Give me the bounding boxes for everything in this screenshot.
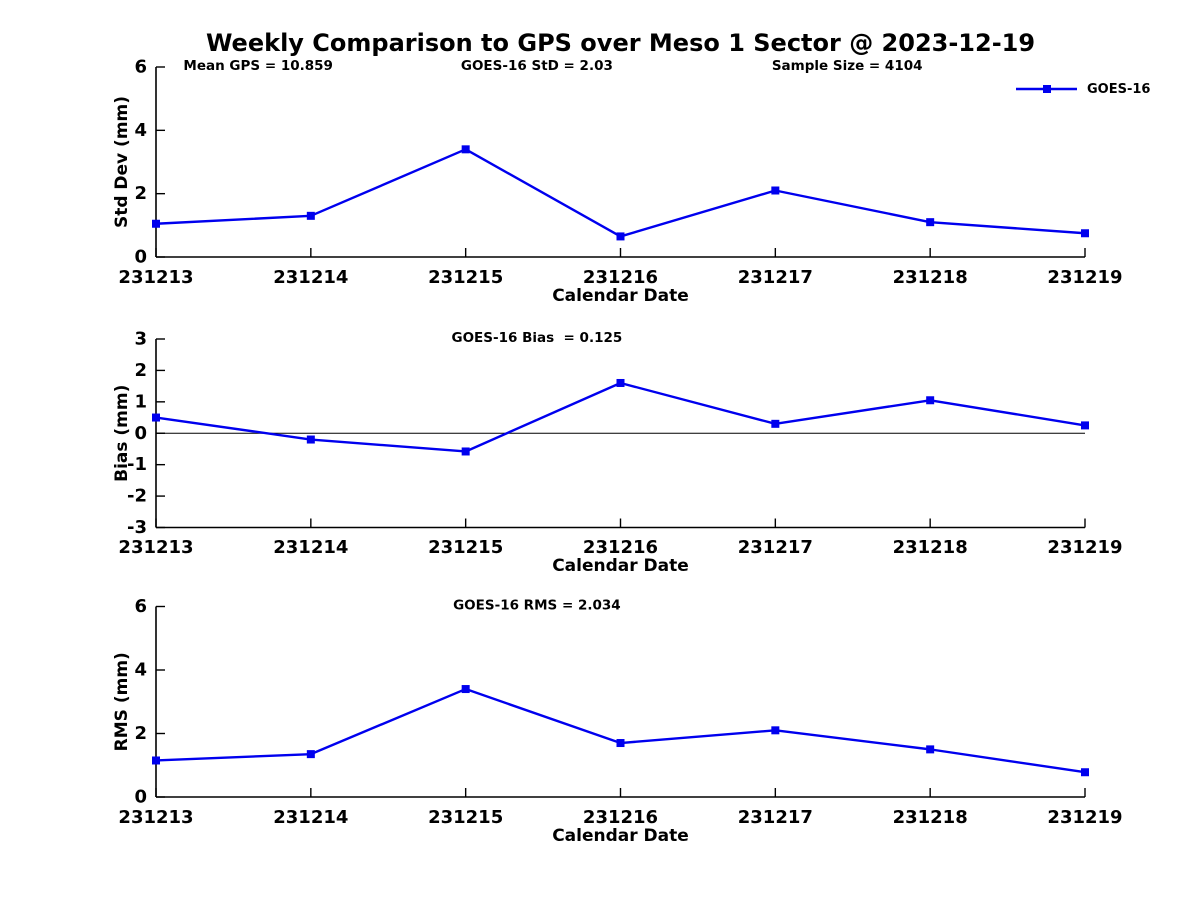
data-point-marker	[152, 756, 160, 765]
y-tick-label: 6	[134, 596, 147, 617]
y-tick-label: 4	[134, 120, 147, 141]
legend-label: GOES-16	[1087, 81, 1151, 97]
x-tick-label: 231217	[738, 267, 813, 288]
y-tick-label: 2	[134, 183, 147, 204]
y-tick-label: 0	[134, 787, 147, 808]
y-tick-label: -2	[127, 486, 147, 507]
x-tick-label: 231215	[428, 267, 503, 288]
data-point-marker	[152, 219, 160, 228]
subplot-std-dev: 0 2 4 6 231213 231214 231215 231216 231217 231218…	[112, 57, 1123, 307]
series-line-GOES-16	[155, 381, 1086, 453]
data-point-marker	[1081, 421, 1089, 430]
x-tick-label: 231217	[738, 807, 813, 828]
x-axis-title: Calendar Date	[552, 556, 689, 576]
y-axis-title: Bias (mm)	[112, 385, 132, 482]
series-line-GOES-16	[155, 148, 1086, 238]
annotation: GOES-16 RMS = 2.034	[453, 598, 621, 614]
y-tick-label: 2	[134, 360, 147, 381]
x-tick-label: 231216	[583, 537, 658, 558]
x-tick-label: 231213	[118, 537, 193, 558]
y-tick-label: 2	[134, 723, 147, 744]
x-tick-label: 231218	[893, 537, 968, 558]
x-tick-label: 231217	[738, 537, 813, 558]
subplot-rms: 0 2 4 6 231213 231214 231215 231216 231217 231218…	[112, 596, 1123, 846]
x-tick-label: 231214	[273, 537, 348, 558]
x-tick-label: 231219	[1047, 267, 1122, 288]
data-point-marker	[461, 447, 470, 456]
y-tick-label: 1	[134, 391, 147, 412]
data-point-marker	[771, 726, 780, 735]
y-tick-label: 3	[134, 329, 147, 350]
legend-line-marker-icon	[1016, 85, 1077, 93]
x-tick-label: 231216	[583, 267, 658, 288]
x-axis-title: Calendar Date	[552, 826, 689, 846]
legend: GOES-16	[1016, 78, 1150, 100]
x-tick-label: 231214	[273, 807, 348, 828]
data-point-marker	[616, 739, 625, 748]
data-point-marker	[771, 419, 780, 428]
x-tick-label: 231218	[893, 807, 968, 828]
x-tick-label: 231213	[118, 267, 193, 288]
data-point-marker	[616, 378, 625, 387]
data-point-marker	[306, 750, 315, 759]
y-tick-label: 4	[134, 660, 147, 681]
x-tick-label: 231218	[893, 267, 968, 288]
y-axis-title: RMS (mm)	[112, 652, 132, 751]
y-tick-label: 0	[134, 247, 147, 268]
x-tick-label: 231214	[273, 267, 348, 288]
y-tick-label: 0	[134, 423, 147, 444]
data-point-marker	[461, 685, 470, 694]
data-point-marker	[926, 218, 935, 227]
y-tick-label: -3	[127, 517, 147, 538]
data-point-marker	[306, 435, 315, 444]
x-tick-label: 231219	[1047, 537, 1122, 558]
data-point-marker	[152, 413, 160, 422]
x-tick-label: 231213	[118, 807, 193, 828]
annotation: GOES-16 Bias = 0.125	[451, 330, 622, 346]
data-point-marker	[306, 211, 315, 220]
x-axis-title: Calendar Date	[552, 286, 689, 306]
data-point-marker	[461, 145, 470, 154]
annotation: GOES-16 StD = 2.03	[461, 58, 613, 74]
data-point-marker	[926, 745, 935, 754]
data-point-marker	[1081, 768, 1089, 777]
figure-title: Weekly Comparison to GPS over Meso 1 Sec…	[205, 29, 1036, 57]
y-axis-title: Std Dev (mm)	[112, 96, 132, 228]
data-point-marker	[616, 232, 625, 241]
data-point-marker	[926, 396, 935, 405]
annotation: Mean GPS = 10.859	[183, 58, 333, 74]
data-point-marker	[771, 186, 780, 195]
annotation: Sample Size = 4104	[772, 58, 923, 74]
x-tick-label: 231219	[1047, 807, 1122, 828]
y-tick-label: 6	[134, 57, 147, 78]
x-tick-label: 231216	[583, 807, 658, 828]
x-tick-label: 231215	[428, 807, 503, 828]
data-point-marker	[1081, 229, 1089, 238]
y-tick-label: -1	[127, 454, 147, 475]
series-line-GOES-16	[155, 687, 1086, 774]
x-tick-label: 231215	[428, 537, 503, 558]
